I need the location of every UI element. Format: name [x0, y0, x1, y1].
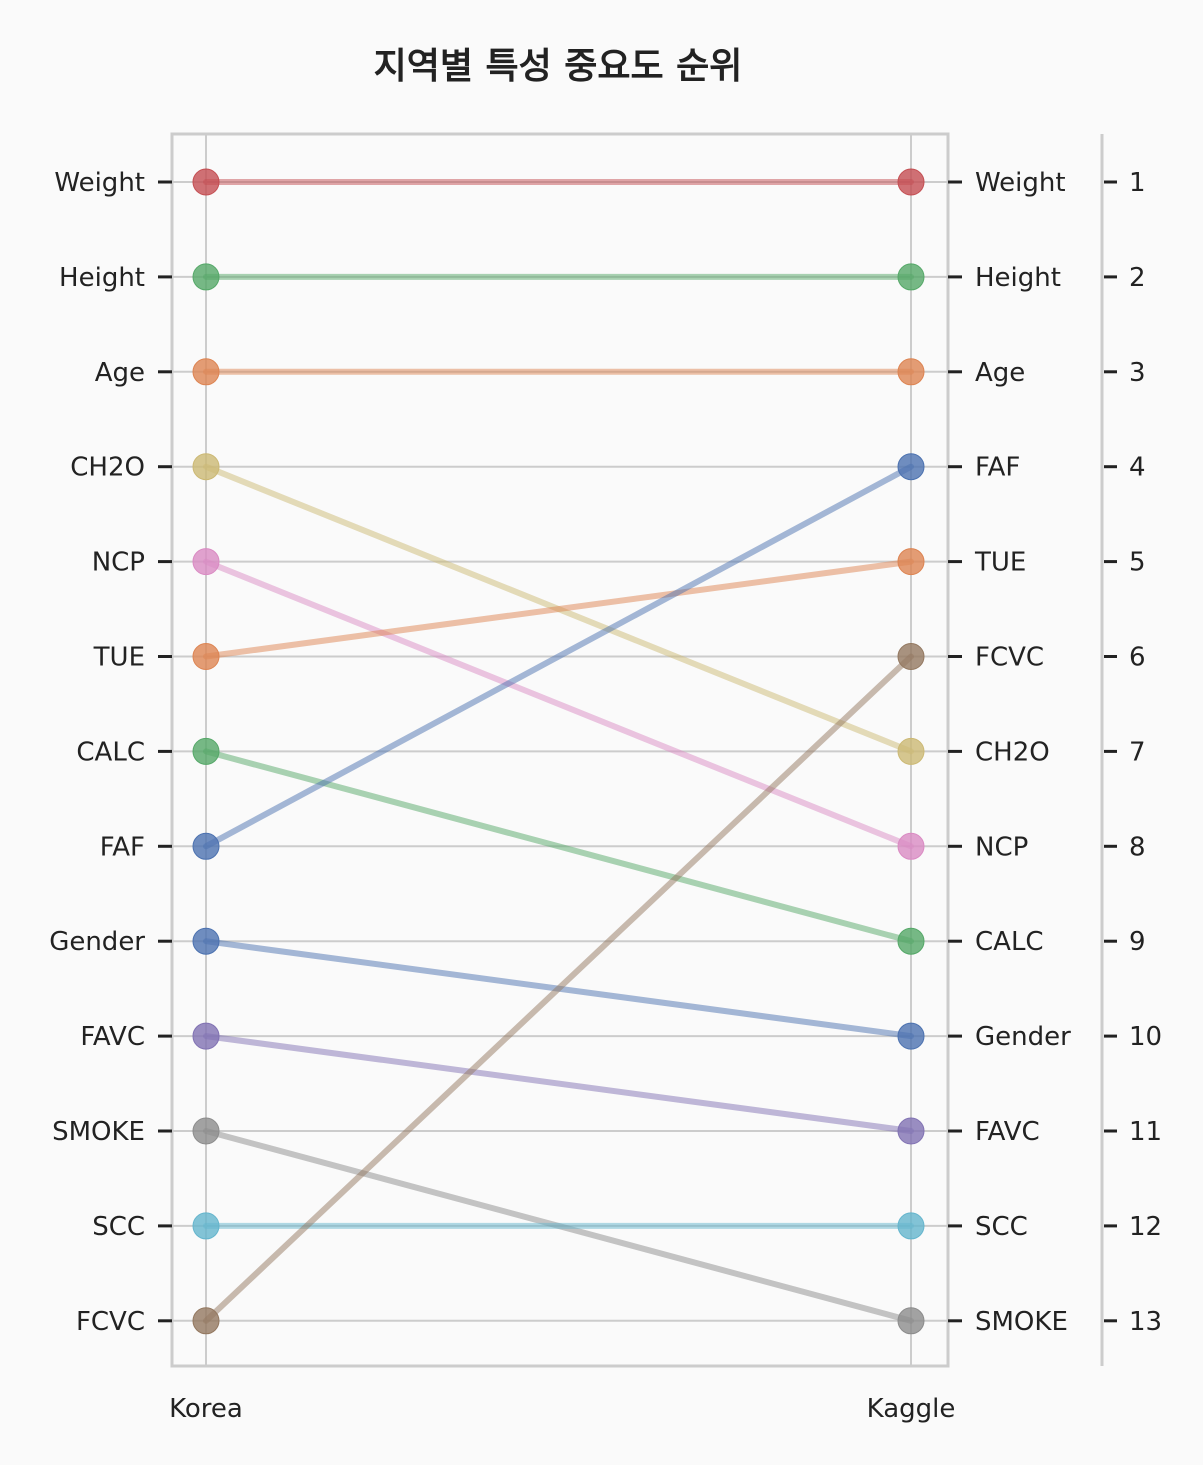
rank-tick-label: 1	[1129, 168, 1146, 198]
right-tick-label-favc: FAVC	[975, 1117, 1040, 1147]
rank-tick-label: 5	[1129, 548, 1146, 578]
left-tick-label-gender: Gender	[49, 927, 145, 957]
left-tick-label-fcvc: FCVC	[76, 1307, 145, 1337]
rank-tick-label: 11	[1129, 1117, 1162, 1147]
left-tick-label-faf: FAF	[100, 832, 145, 862]
point-kaggle-ch2o	[897, 737, 925, 765]
rank-tick-label: 4	[1129, 453, 1146, 483]
point-korea-age	[192, 358, 220, 386]
rank-tick-label: 10	[1129, 1022, 1162, 1052]
point-korea-scc	[192, 1212, 220, 1240]
point-korea-weight	[192, 168, 220, 196]
point-kaggle-weight	[897, 168, 925, 196]
x-tick-korea: Korea	[169, 1394, 243, 1424]
chart-title: 지역별 특성 중요도 순위	[374, 46, 743, 87]
point-kaggle-tue	[897, 548, 925, 576]
right-tick-label-weight: Weight	[975, 168, 1066, 198]
left-tick-label-ch2o: CH2O	[70, 453, 145, 483]
right-tick-label-gender: Gender	[975, 1022, 1071, 1052]
rank-tick-label: 13	[1129, 1307, 1162, 1337]
point-korea-ch2o	[192, 453, 220, 481]
right-tick-label-scc: SCC	[975, 1212, 1028, 1242]
series-lines	[203, 179, 914, 1324]
point-kaggle-faf	[897, 453, 925, 481]
point-korea-fcvc	[192, 1307, 220, 1335]
right-tick-label-age: Age	[975, 358, 1025, 388]
left-tick-label-height: Height	[59, 263, 145, 293]
rank-tick-label: 2	[1129, 263, 1146, 293]
series-line-tue	[203, 558, 914, 660]
right-tick-label-faf: FAF	[975, 453, 1020, 483]
right-tick-label-ch2o: CH2O	[975, 737, 1050, 767]
point-kaggle-favc	[897, 1117, 925, 1145]
left-tick-label-age: Age	[95, 358, 145, 388]
point-korea-ncp	[192, 548, 220, 576]
point-korea-faf	[192, 832, 220, 860]
series-line-faf	[203, 463, 914, 850]
grid	[172, 134, 948, 1366]
point-kaggle-height	[897, 263, 925, 291]
point-korea-calc	[192, 737, 220, 765]
series-line-ncp	[203, 558, 914, 850]
point-kaggle-gender	[897, 1022, 925, 1050]
right-tick-label-fcvc: FCVC	[975, 643, 1044, 673]
rank-tick-label: 6	[1129, 643, 1146, 673]
left-axis: Weight Height Age CH2O NCP TUE CALC FAF Gender FA…	[49, 168, 172, 1337]
point-kaggle-fcvc	[897, 643, 925, 670]
point-korea-gender	[192, 927, 220, 955]
point-kaggle-scc	[897, 1212, 925, 1240]
left-tick-label-calc: CALC	[76, 737, 145, 767]
x-tick-kaggle: Kaggle	[867, 1394, 956, 1424]
point-korea-smoke	[192, 1117, 220, 1145]
point-korea-height	[192, 263, 220, 291]
right-axis: Weight Height Age CH2O NCP TUE CALC FAF Gender FA…	[948, 168, 1071, 1337]
point-kaggle-smoke	[897, 1307, 925, 1335]
right-tick-label-calc: CALC	[975, 927, 1044, 957]
left-tick-label-ncp: NCP	[92, 548, 145, 578]
rank-tick-label: 8	[1129, 832, 1146, 862]
left-tick-label-tue: TUE	[93, 643, 145, 673]
right-tick-label-smoke: SMOKE	[975, 1307, 1068, 1337]
series-line-favc	[203, 1033, 914, 1134]
point-kaggle-calc	[897, 927, 925, 955]
right-tick-label-ncp: NCP	[975, 832, 1028, 862]
left-tick-label-scc: SCC	[92, 1212, 145, 1242]
right-tick-label-height: Height	[975, 263, 1061, 293]
left-tick-label-smoke: SMOKE	[52, 1117, 145, 1147]
plot-frame	[170, 132, 950, 1368]
series-line-fcvc	[203, 653, 914, 1324]
rank-tick-label: 3	[1129, 358, 1146, 388]
right-tick-label-tue: TUE	[974, 548, 1026, 578]
rank-tick-label: 9	[1129, 927, 1146, 957]
point-kaggle-ncp	[897, 832, 925, 860]
left-tick-label-weight: Weight	[54, 168, 145, 198]
series-points	[192, 168, 925, 1335]
rank-tick-label: 7	[1129, 737, 1146, 767]
point-korea-favc	[192, 1022, 220, 1050]
rank-tick-label: 12	[1129, 1212, 1162, 1242]
point-kaggle-age	[897, 358, 925, 386]
point-korea-tue	[192, 643, 220, 670]
left-tick-label-favc: FAVC	[80, 1022, 145, 1052]
